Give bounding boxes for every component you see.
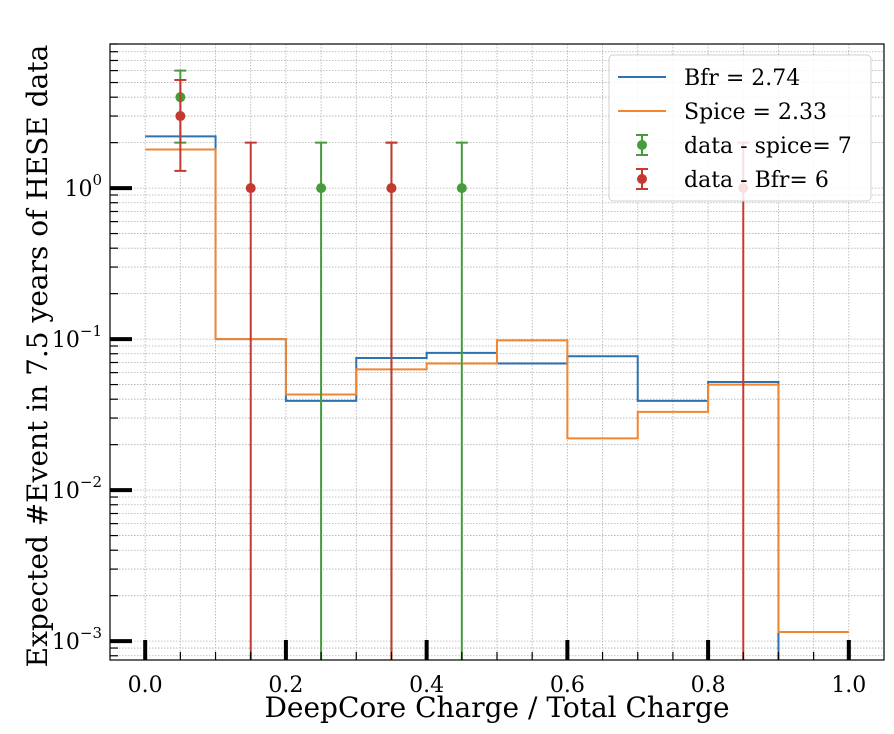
- legend: Bfr = 2.74 Spice = 2.33 data - spice= 7 dat…: [608, 54, 872, 202]
- y-tick-label: 10−1: [52, 322, 102, 353]
- data-marker: [175, 111, 186, 122]
- data-marker: [386, 183, 397, 194]
- x-tick-label: 0.4: [409, 673, 444, 698]
- data-point: [315, 141, 328, 660]
- y-tick-label: 10−3: [52, 624, 102, 655]
- x-tick-label: 0.2: [268, 673, 303, 698]
- legend-label: data - Bfr= 6: [684, 168, 829, 193]
- x-tick-label: 0.6: [550, 673, 585, 698]
- x-tick-label: 1.0: [831, 673, 866, 698]
- x-ticks: 0.0 0.2 0.4 0.6 0.8 1.0: [128, 640, 866, 698]
- legend-marker: [637, 174, 647, 184]
- legend-item: Spice = 2.33: [618, 100, 827, 125]
- legend-marker: [637, 140, 647, 150]
- step-series-line: [145, 148, 849, 633]
- data-marker: [245, 183, 256, 194]
- legend-item: data - Bfr= 6: [636, 168, 829, 193]
- data-marker: [456, 183, 467, 194]
- data-point: [455, 141, 468, 660]
- legend-item: Bfr = 2.74: [618, 66, 800, 91]
- plot-frame: [109, 43, 885, 661]
- legend-box: [608, 54, 872, 202]
- series-layer: [145, 69, 849, 660]
- y-tick-label: 10−2: [52, 473, 102, 504]
- x-tick-label: 0.8: [691, 673, 726, 698]
- legend-label: data - spice= 7: [684, 134, 852, 159]
- y-tick-label: 100: [64, 171, 102, 202]
- legend-item: data - spice= 7: [636, 134, 852, 159]
- data-point: [244, 141, 257, 660]
- legend-label: Bfr = 2.74: [684, 66, 800, 91]
- y-axis-label: Expected #Event in 7.5 years of HESE dat…: [21, 45, 54, 668]
- data-point: [174, 78, 187, 172]
- x-tick-label: 0.0: [128, 673, 163, 698]
- x-axis-label: DeepCore Charge / Total Charge: [264, 691, 729, 724]
- data-point: [385, 141, 398, 660]
- y-ticks: 100 10−1 10−2 10−3: [52, 43, 132, 657]
- data-marker: [316, 183, 327, 194]
- legend-label: Spice = 2.33: [684, 100, 827, 125]
